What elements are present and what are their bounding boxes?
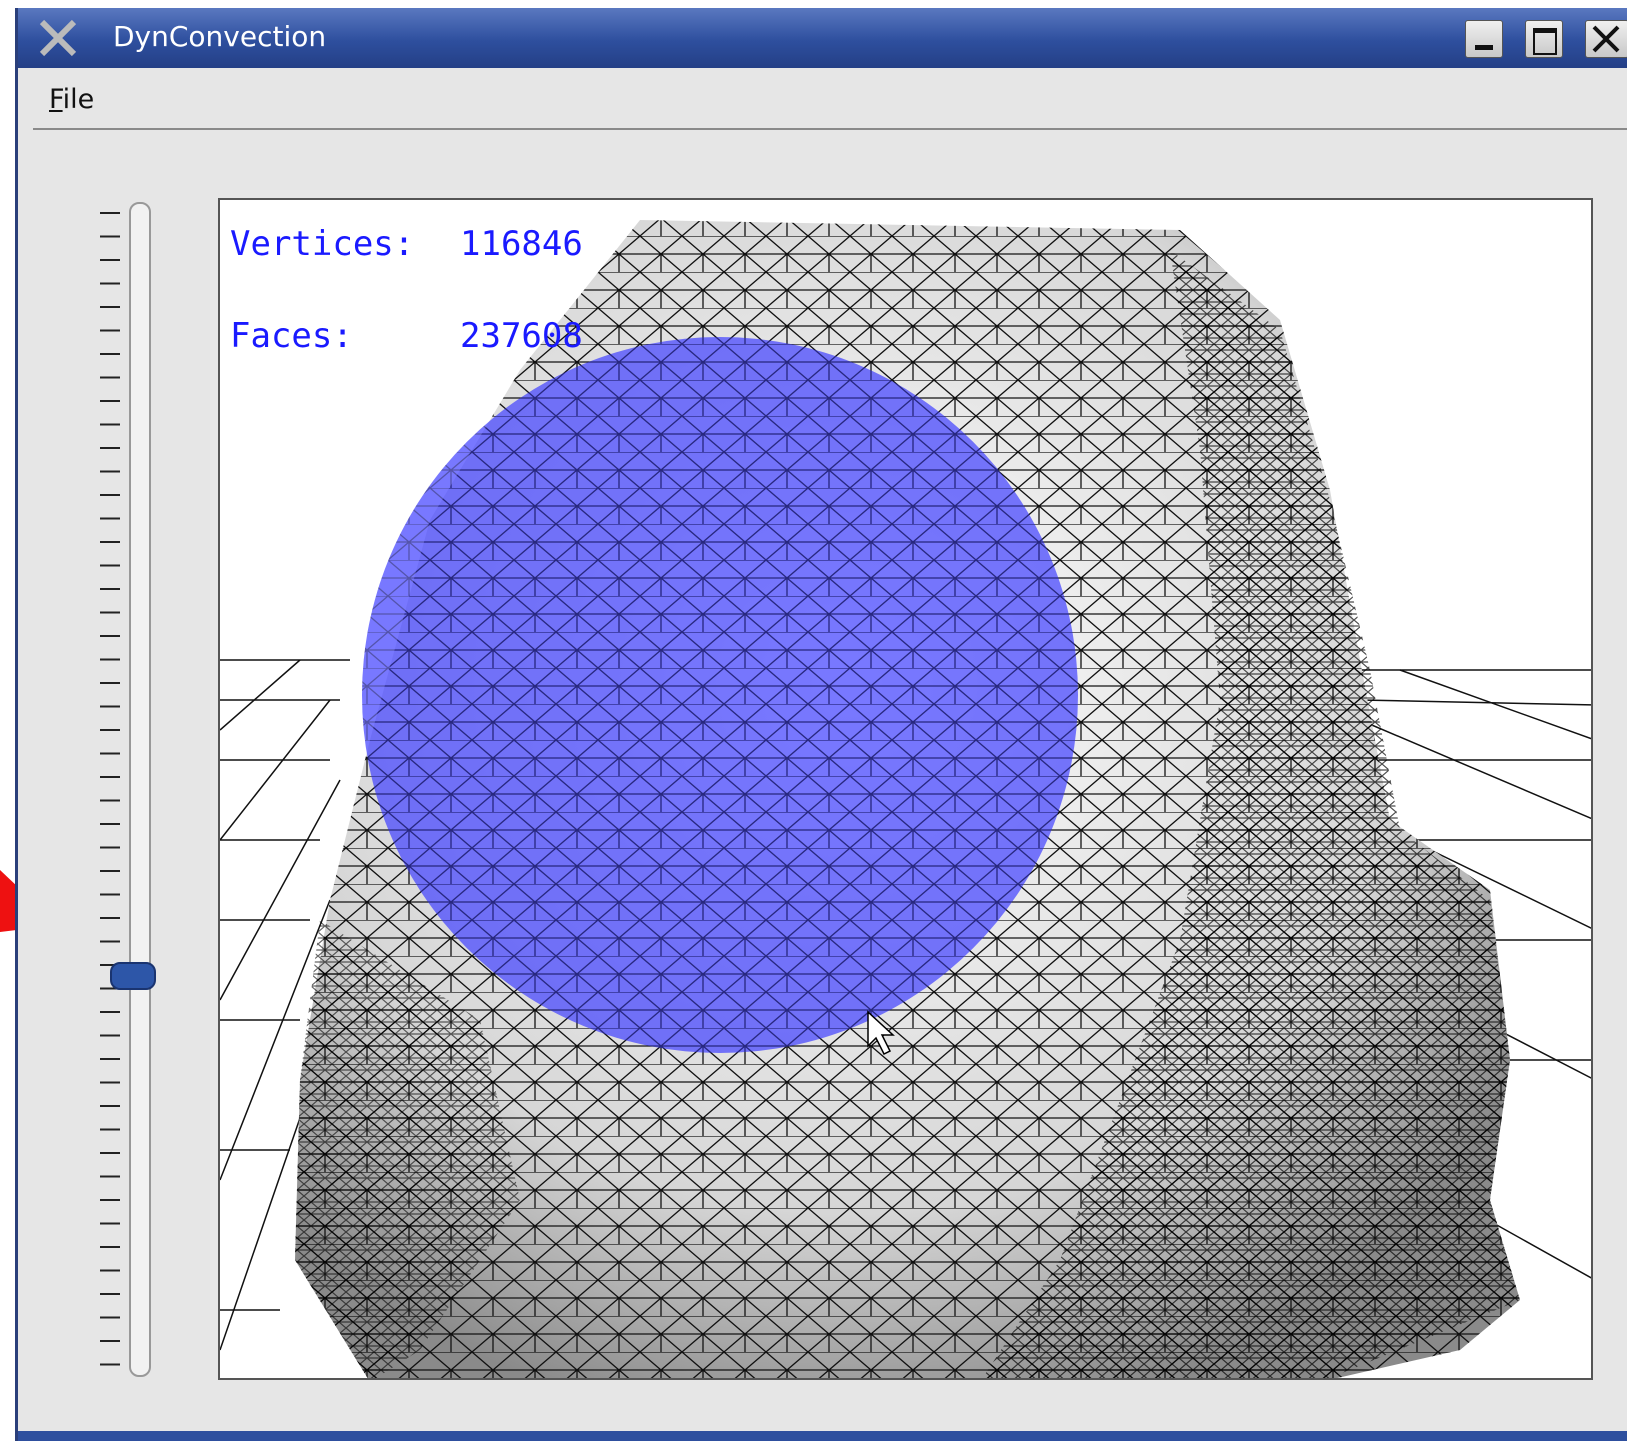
mouse-cursor	[867, 1010, 895, 1056]
mesh-dense-region	[982, 250, 1520, 1378]
menu-file[interactable]: File	[49, 84, 95, 115]
menu-bar: File	[33, 68, 1627, 130]
title-bar: DynConvection	[18, 8, 1627, 68]
close-button[interactable]	[1585, 20, 1627, 58]
sphere-wireframe	[362, 337, 1078, 1053]
mesh-dense-region	[295, 920, 520, 1378]
faces-label: Faces:	[230, 316, 353, 356]
ground-grid	[220, 659, 1591, 1351]
gl-viewport: Vertices: 116846 Faces: 237608	[218, 198, 1593, 1380]
app-icon	[39, 19, 77, 57]
vertices-value: 116846	[460, 224, 583, 264]
slider[interactable]	[73, 193, 173, 1388]
minimize-button[interactable]	[1465, 20, 1503, 58]
faces-value: 237608	[460, 316, 583, 356]
window-title: DynConvection	[113, 20, 327, 53]
vertices-label: Vertices:	[230, 224, 415, 264]
window-border	[18, 1431, 1627, 1441]
slider-handle[interactable]	[110, 962, 156, 990]
window: DynConvection File	[15, 8, 1627, 1441]
maximize-button[interactable]	[1525, 20, 1563, 58]
mesh-render	[220, 220, 1591, 1378]
